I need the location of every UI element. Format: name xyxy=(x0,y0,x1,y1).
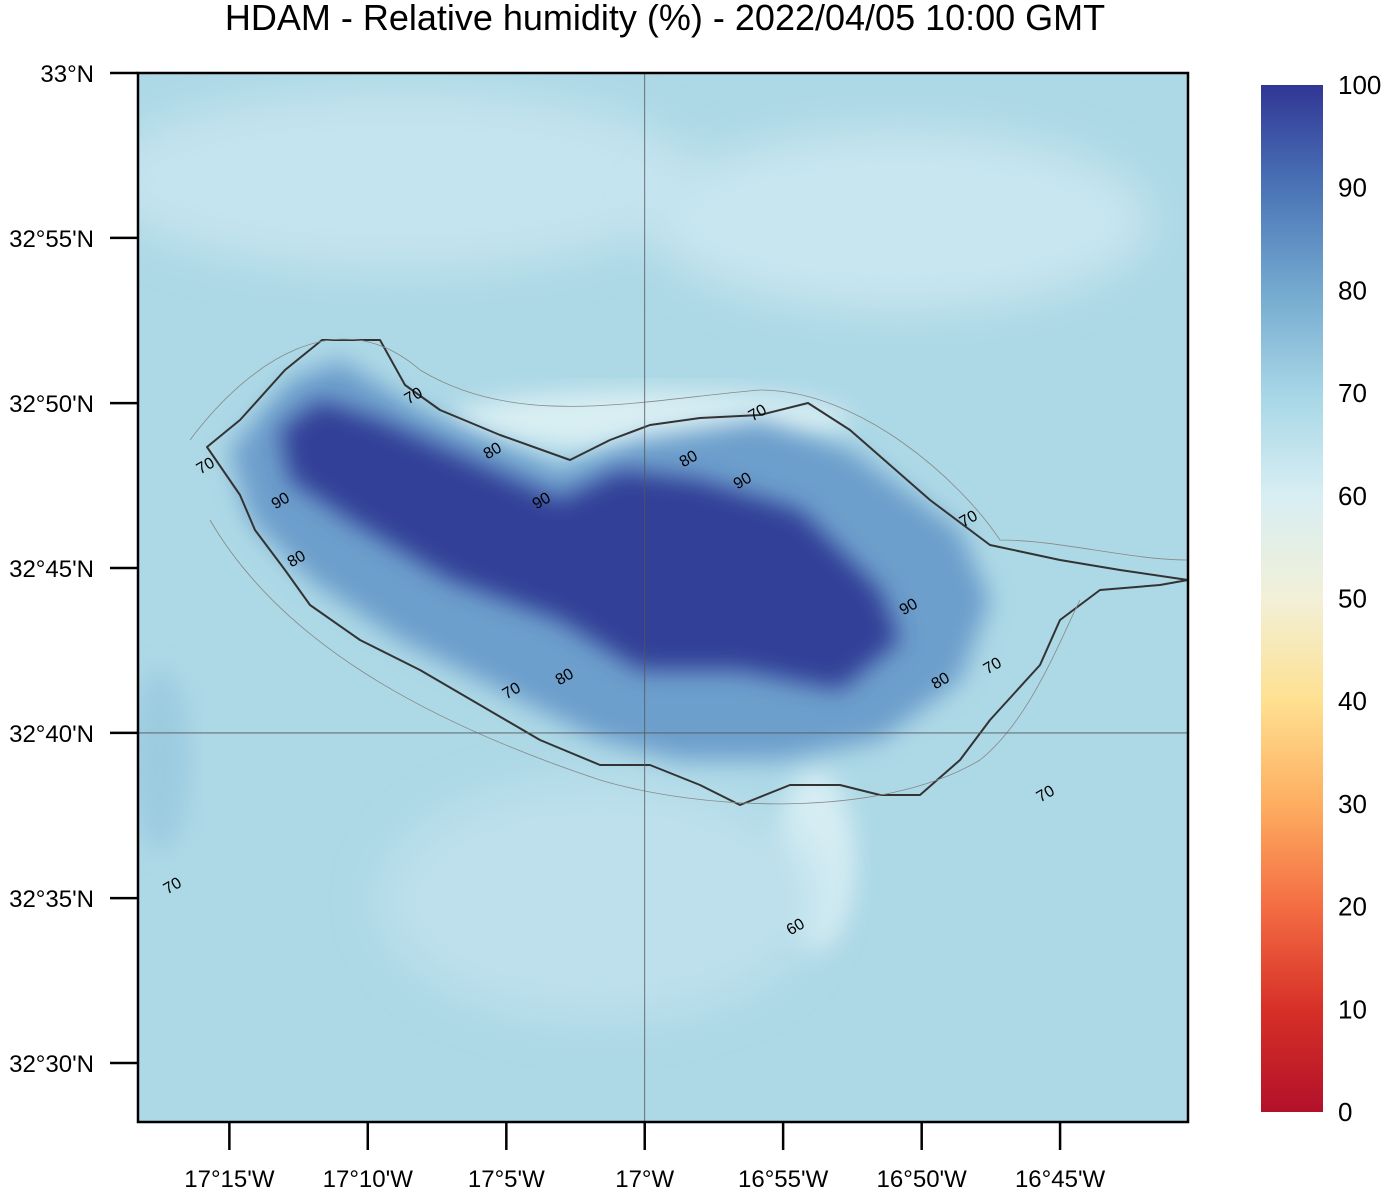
colorbar-label: 80 xyxy=(1338,275,1367,305)
x-tick-label: 17°10'W xyxy=(323,1166,414,1189)
colorbar-label: 60 xyxy=(1338,481,1367,511)
map-title: HDAM - Relative humidity (%) - 2022/04/0… xyxy=(225,0,1105,38)
contour-label: 70 xyxy=(500,679,524,703)
x-tick-label: 17°5'W xyxy=(468,1166,545,1189)
contour-label: 90 xyxy=(269,489,293,513)
colorbar-label: 10 xyxy=(1338,994,1367,1024)
contour-label: 90 xyxy=(530,489,554,513)
y-tick-label: 32°40'N xyxy=(9,721,94,748)
contour-label: 70 xyxy=(981,654,1005,678)
y-tick-label: 32°35'N xyxy=(9,886,94,913)
colorbar-label: 40 xyxy=(1338,686,1367,716)
contour-label: 60 xyxy=(784,915,808,939)
colorbar-label: 90 xyxy=(1338,173,1367,203)
contour-label: 70 xyxy=(402,384,426,408)
contour-label: 90 xyxy=(731,469,755,493)
contour-label: 80 xyxy=(553,665,577,689)
contour-label: 70 xyxy=(957,507,981,531)
contour-label: 70 xyxy=(161,874,185,898)
x-tick-label: 17°15'W xyxy=(184,1166,275,1189)
contour-label: 70 xyxy=(1034,782,1058,806)
contour-label: 70 xyxy=(746,401,770,425)
overlay: 70 70 80 90 80 90 80 90 70 70 90 80 70 80 70 70 70 60 xyxy=(138,73,1188,1122)
contour-label: 70 xyxy=(194,454,218,478)
y-tick-label: 32°30'N xyxy=(9,1051,94,1078)
plot-frame xyxy=(136,71,1190,1124)
x-tick-label: 16°50'W xyxy=(877,1166,968,1189)
x-tick-label: 16°45'W xyxy=(1015,1166,1106,1189)
colorbar xyxy=(1261,85,1323,1112)
colorbar-label: 0 xyxy=(1338,1097,1352,1127)
y-tick-label: 32°55'N xyxy=(9,226,94,253)
x-tick-label: 16°55'W xyxy=(738,1166,829,1189)
contour-label: 80 xyxy=(677,447,701,471)
colorbar-label: 70 xyxy=(1338,378,1367,408)
colorbar-label: 100 xyxy=(1338,70,1381,100)
colorbar-label: 20 xyxy=(1338,892,1367,922)
x-tick-label: 17°W xyxy=(615,1166,674,1189)
contour-label: 80 xyxy=(929,669,953,693)
y-tick-label: 33°N xyxy=(40,61,94,88)
colorbar-label: 50 xyxy=(1338,584,1367,614)
contour-label: 80 xyxy=(481,439,505,463)
colorbar-label: 30 xyxy=(1338,789,1367,819)
field xyxy=(138,73,1188,1122)
contour-label: 80 xyxy=(285,547,309,571)
contour-label: 90 xyxy=(897,595,921,619)
y-tick-label: 32°50'N xyxy=(9,391,94,418)
y-tick-label: 32°45'N xyxy=(9,556,94,583)
